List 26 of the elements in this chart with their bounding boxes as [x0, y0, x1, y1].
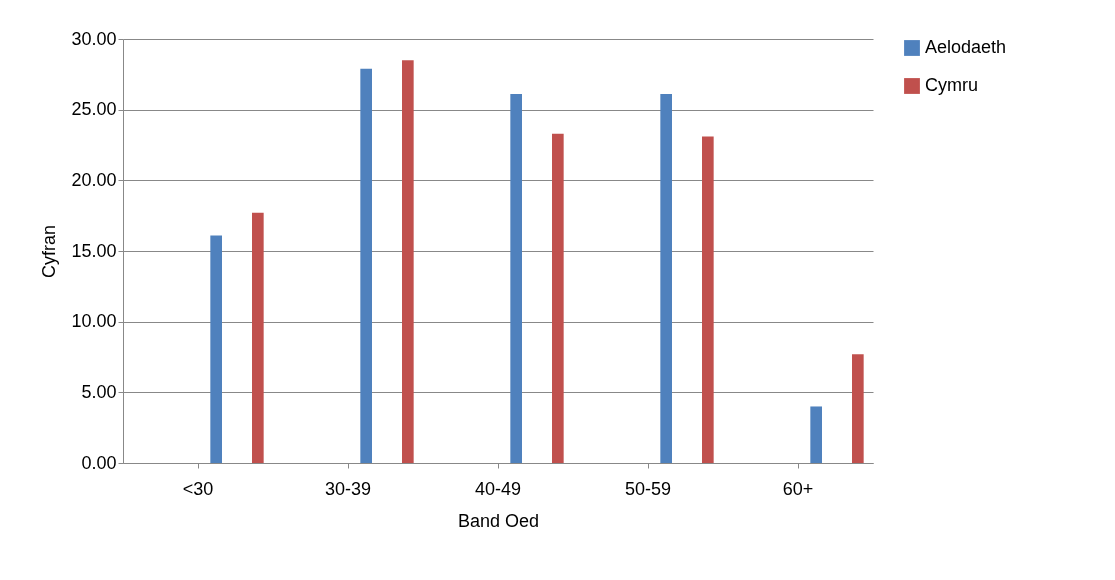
y-tick-label: 30.00 [71, 28, 117, 49]
y-tick-label: 5.00 [81, 381, 117, 402]
bar [810, 406, 822, 463]
x-tick-label: <30 [182, 478, 214, 499]
bar [552, 133, 564, 463]
bar [660, 94, 672, 463]
bar [402, 60, 414, 463]
y-tick-label: 0.00 [81, 452, 117, 473]
y-tick-label: 15.00 [71, 240, 117, 261]
legend-label: Cymru [925, 75, 978, 95]
x-tick-label: 30-39 [324, 478, 372, 499]
x-tick-label: 50-59 [624, 478, 672, 499]
legend-label: Aelodaeth [925, 37, 1007, 57]
y-axis-title: Cyfran [39, 224, 60, 279]
y-tick-label: 10.00 [71, 311, 117, 332]
bar [702, 136, 714, 463]
x-tick-label: 60+ [782, 478, 814, 499]
bar [852, 354, 864, 463]
bar [210, 235, 222, 463]
y-tick-label: 25.00 [71, 99, 117, 120]
bar [360, 68, 372, 463]
x-axis-title: Band Oed [457, 510, 540, 531]
bar [510, 94, 522, 463]
y-tick-label: 20.00 [71, 169, 117, 190]
x-tick-label: 40-49 [474, 478, 522, 499]
bar [252, 212, 264, 463]
